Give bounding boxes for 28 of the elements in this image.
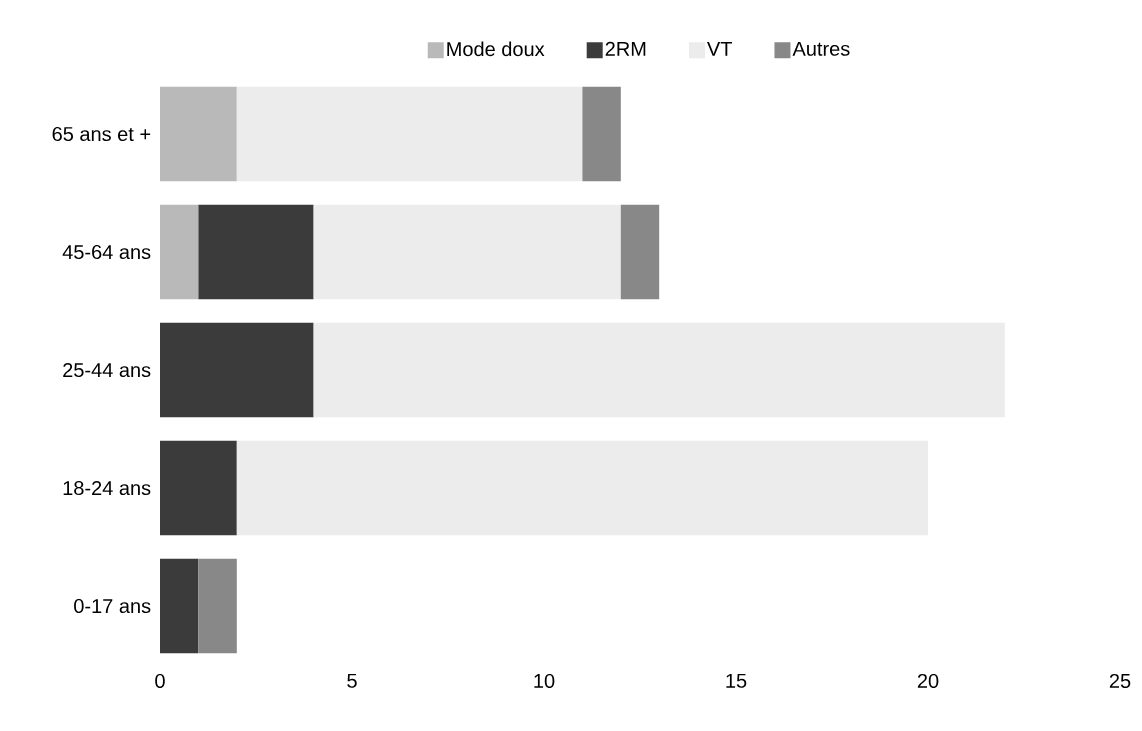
bar	[198, 204, 314, 300]
bar	[236, 440, 929, 536]
x-tick-label: 25	[1109, 673, 1131, 689]
bar	[160, 204, 199, 300]
bar	[582, 86, 621, 182]
legend-label: 2RM	[605, 41, 646, 56]
x-tick-label: 15	[726, 673, 747, 688]
bar	[160, 440, 237, 536]
y-tick-label: 25-44 ans	[63, 362, 151, 378]
bar	[313, 204, 621, 300]
x-tick-label: 0	[155, 673, 165, 689]
bar	[160, 322, 314, 418]
legend-label: Mode doux	[447, 41, 545, 57]
legend-label: VT	[707, 41, 733, 56]
y-tick-label: 45-64 ans	[62, 244, 151, 260]
bar	[236, 86, 583, 182]
bar	[313, 322, 1005, 418]
y-tick-label: 0-17 ans	[74, 598, 151, 614]
y-tick-label: 65 ans et +	[52, 126, 151, 142]
bar	[160, 558, 199, 654]
bar	[198, 558, 237, 654]
bar	[160, 86, 237, 182]
legend-label: Autres	[792, 41, 850, 56]
y-tick-label: 18-24 ans	[63, 480, 151, 496]
bar	[620, 204, 660, 300]
x-tick-label: 5	[347, 673, 357, 688]
x-tick-label: 20	[917, 673, 939, 689]
x-tick-label: 10	[534, 673, 555, 689]
